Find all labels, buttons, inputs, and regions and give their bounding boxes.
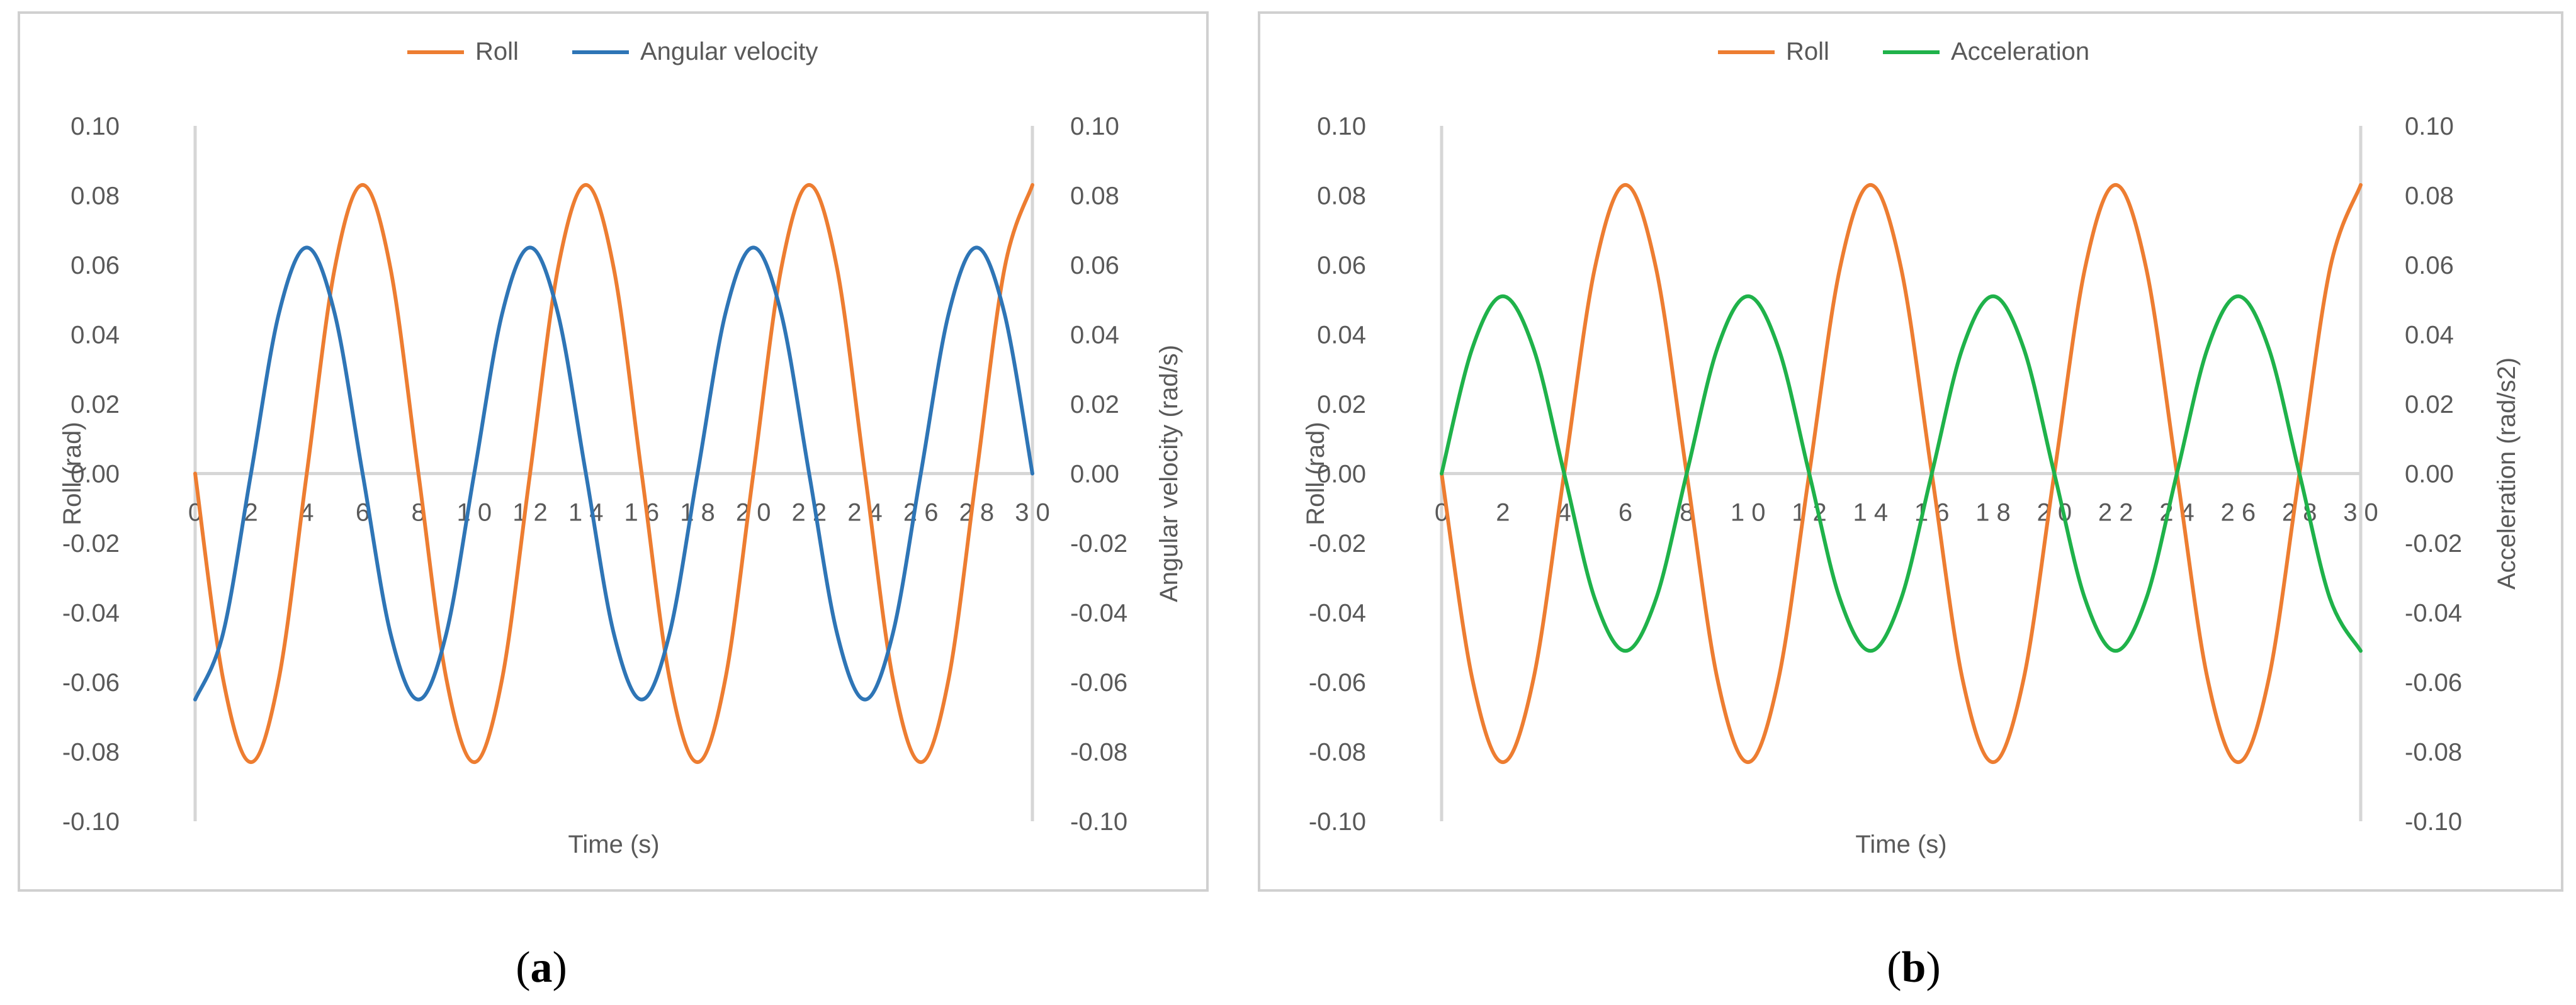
- x-tick-label: 3 0: [1015, 499, 1050, 527]
- y-tick-label: -0.06: [1309, 669, 1366, 697]
- x-tick-label: 2 4: [847, 499, 883, 527]
- y-tick-label: 0.00: [71, 461, 120, 488]
- caption-letter: a: [531, 943, 553, 992]
- chart-panel-a: 0.10 0.08 0.06 0.04 0.02 0.00 -0.02 -0.04 -0.06 -…: [18, 11, 1209, 892]
- y-axis-title: Roll (rad): [1302, 422, 1330, 525]
- panel-caption: (a): [516, 943, 567, 992]
- x-tick-label: 1 6: [624, 499, 660, 527]
- y-tick-label: 0.06: [71, 252, 120, 279]
- y2-tick-label: 0.06: [2405, 252, 2454, 279]
- x-tick-label: 2 2: [792, 499, 827, 527]
- x-tick-label: 1 4: [1853, 499, 1889, 527]
- legend-label: Roll: [475, 38, 519, 65]
- y-axis-title: Roll (rad): [59, 422, 86, 525]
- y-tick-label: 0.08: [1317, 182, 1366, 210]
- y2-tick-label: 0.04: [1070, 322, 1119, 349]
- caption-paren-close: ): [553, 943, 567, 992]
- y2-tick-label: 0.02: [2405, 391, 2454, 418]
- x-tick-label: 2: [1496, 499, 1510, 527]
- y2-tick-label: -0.04: [1070, 600, 1127, 627]
- y2-tick-label: 0.00: [2405, 461, 2454, 488]
- y-tick-label: -0.04: [1309, 600, 1366, 627]
- y2-tick-label: -0.04: [2405, 600, 2462, 627]
- series-line-angular-velocity: [193, 245, 1034, 702]
- legend: Roll Angular velocity: [407, 38, 818, 65]
- x-tick-label: 2 0: [736, 499, 771, 527]
- legend-label: Roll: [1786, 38, 1829, 65]
- y2-tick-label: 0.10: [1070, 113, 1119, 140]
- y2-tick-label: -0.08: [1070, 739, 1127, 766]
- y2-tick-label: 0.08: [2405, 182, 2454, 210]
- chart-panel-b: 0.10 0.08 0.06 0.04 0.02 0.00 -0.02 -0.04 -0.06 -…: [1258, 11, 2563, 892]
- x-tick-label: 6: [1618, 499, 1632, 527]
- y2-tick-label: -0.02: [1070, 530, 1127, 558]
- y-tick-label: 0.08: [71, 182, 120, 210]
- series-line-roll: [1440, 182, 2363, 765]
- panel-caption: (b): [1887, 943, 1941, 992]
- legend-label: Angular velocity: [640, 38, 818, 65]
- y-tick-label: -0.08: [62, 739, 120, 766]
- x-axis-title: Time (s): [568, 831, 659, 858]
- y-tick-label: 0.10: [1317, 113, 1366, 140]
- y-tick-label: 0.10: [71, 113, 120, 140]
- y2-tick-label: -0.08: [2405, 739, 2462, 766]
- series-line-acceleration: [1440, 294, 2363, 653]
- legend-label: Acceleration: [1951, 38, 2089, 65]
- y-tick-label: -0.10: [62, 808, 120, 836]
- y2-tick-label: -0.10: [1070, 808, 1127, 836]
- y-tick-label: 0.04: [71, 322, 120, 349]
- y2-axis-title: Acceleration (rad/s2): [2493, 357, 2521, 590]
- x-tick-label: 1 8: [1975, 499, 2011, 527]
- y2-tick-label: -0.06: [1070, 669, 1127, 697]
- y2-tick-label: 0.10: [2405, 113, 2454, 140]
- x-tick-label: 1 8: [680, 499, 715, 527]
- x-tick-label: 1 0: [1731, 499, 1766, 527]
- x-tick-label: 2 6: [2221, 499, 2256, 527]
- y-tick-label: -0.02: [1309, 530, 1366, 558]
- y2-tick-label: -0.02: [2405, 530, 2462, 558]
- y-tick-label: -0.06: [62, 669, 120, 697]
- x-tick-label: 1 0: [457, 499, 492, 527]
- caption-paren-open: (: [1887, 943, 1901, 992]
- caption-paren-open: (: [516, 943, 530, 992]
- y2-tick-label: 0.04: [2405, 322, 2454, 349]
- y-tick-label: 0.02: [71, 391, 120, 418]
- x-tick-label: 2 8: [959, 499, 995, 527]
- y-tick-label: -0.10: [1309, 808, 1366, 836]
- y2-tick-label: -0.10: [2405, 808, 2462, 836]
- x-tick-label: 1 4: [568, 499, 604, 527]
- x-tick-label: 3 0: [2343, 499, 2378, 527]
- y2-axis-title: Angular velocity (rad/s): [1155, 345, 1183, 602]
- x-tick-label: 1 2: [512, 499, 548, 527]
- x-tick-label: 2 6: [903, 499, 939, 527]
- y-tick-label: -0.08: [1309, 739, 1366, 766]
- y2-tick-label: 0.08: [1070, 182, 1119, 210]
- caption-letter: b: [1902, 943, 1926, 992]
- y-tick-label: 0.02: [1317, 391, 1366, 418]
- legend: Roll Acceleration: [1718, 38, 2089, 65]
- y-tick-label: -0.04: [62, 600, 120, 627]
- caption-paren-close: ): [1926, 943, 1940, 992]
- y2-tick-label: 0.06: [1070, 252, 1119, 279]
- y-tick-label: -0.02: [62, 530, 120, 558]
- y-tick-label: 0.06: [1317, 252, 1366, 279]
- y-tick-label: 0.00: [1317, 461, 1366, 488]
- y-tick-label: 0.04: [1317, 322, 1366, 349]
- y2-tick-label: -0.06: [2405, 669, 2462, 697]
- chart-frame: [1258, 11, 2563, 892]
- chart-frame: [18, 11, 1209, 892]
- y2-tick-label: 0.00: [1070, 461, 1119, 488]
- x-axis-title: Time (s): [1855, 831, 1946, 858]
- x-tick-label: 2 2: [2098, 499, 2133, 527]
- y2-tick-label: 0.02: [1070, 391, 1119, 418]
